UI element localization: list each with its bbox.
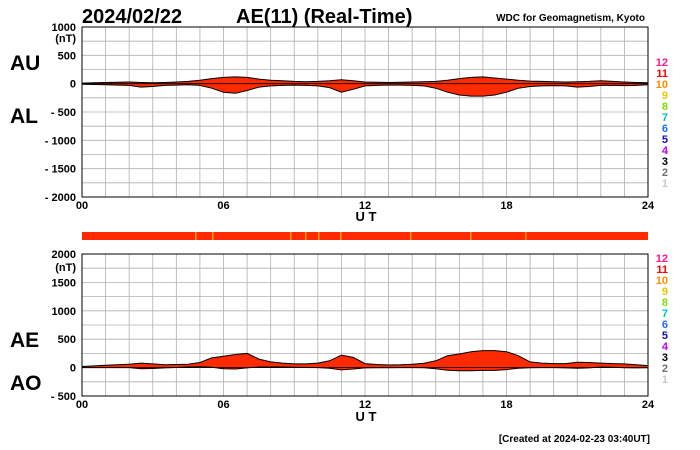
au-al-ytick-label: - 1000 bbox=[45, 135, 76, 147]
ae-ao-x-label: U T bbox=[356, 409, 377, 424]
au-al-ytick-label: 1000 bbox=[52, 22, 76, 34]
station-count-label: 6 bbox=[662, 123, 668, 135]
station-coverage-strip bbox=[82, 232, 648, 240]
au-al-ytick-label: - 2000 bbox=[45, 192, 76, 204]
station-count-label: 1 bbox=[662, 374, 668, 386]
station-count-label: 12 bbox=[656, 253, 668, 265]
al-label: AL bbox=[10, 105, 38, 128]
strip-tick bbox=[318, 232, 320, 240]
au-al-ytick-label: - 500 bbox=[51, 107, 76, 119]
strip-tick bbox=[340, 232, 342, 240]
ae-ao-ytick-label: 0 bbox=[70, 363, 76, 375]
strip-tick bbox=[525, 232, 527, 240]
au-al-area bbox=[81, 76, 649, 97]
station-count-label: 2 bbox=[662, 363, 668, 375]
au-al-series-al-line bbox=[81, 83, 649, 97]
au-al-ytick-label: - 1500 bbox=[45, 164, 76, 176]
au-al-xtick-label: 00 bbox=[76, 200, 88, 212]
ae-label: AE bbox=[10, 329, 39, 352]
station-count-label: 8 bbox=[662, 101, 668, 113]
au-al-ytick-label: 500 bbox=[58, 50, 76, 62]
au-al-xtick-label: 12 bbox=[359, 200, 371, 212]
station-count-label: 6 bbox=[662, 319, 668, 331]
au-al-series-au-line bbox=[81, 76, 649, 84]
station-count-label: 9 bbox=[662, 90, 668, 102]
au-al-xtick-label: 24 bbox=[642, 200, 655, 212]
ao-label: AO bbox=[10, 372, 42, 395]
strip-tick bbox=[470, 232, 472, 240]
station-count-label: 10 bbox=[656, 79, 668, 91]
au-al-fill-area bbox=[82, 76, 648, 97]
station-count-label: 5 bbox=[662, 134, 668, 146]
date-title: 2024/02/22 bbox=[82, 6, 182, 28]
au-al-frame bbox=[81, 26, 649, 198]
ae-ao-series-ae-line bbox=[81, 350, 649, 367]
station-count-label: 8 bbox=[662, 297, 668, 309]
au-al-grid bbox=[81, 26, 649, 198]
strip-tick bbox=[410, 232, 412, 240]
ae-ao-ytick-label: 1000 bbox=[52, 306, 76, 318]
station-count-label: 11 bbox=[656, 68, 668, 80]
ae-ao-ytick-label: 2000 bbox=[52, 249, 76, 261]
ae-ao-unit-label: (nT) bbox=[55, 262, 76, 274]
ae-ao-xtick-label: 24 bbox=[642, 399, 655, 411]
ae-ao-xtick-label: 18 bbox=[500, 399, 512, 411]
ae-ao-xtick-label: 06 bbox=[217, 399, 229, 411]
au-al-xtick-label: 06 bbox=[217, 200, 229, 212]
station-count-label: 3 bbox=[662, 352, 668, 364]
ae-ao-xtick-label: 12 bbox=[359, 399, 371, 411]
ae-ao-ytick-label: 1500 bbox=[52, 277, 76, 289]
strip-tick bbox=[290, 232, 292, 240]
station-count-label: 1 bbox=[662, 178, 668, 190]
station-count-label: 7 bbox=[662, 112, 668, 124]
station-count-label: 3 bbox=[662, 156, 668, 168]
au-label: AU bbox=[10, 52, 40, 75]
strip-tick bbox=[212, 232, 214, 240]
station-count-label: 5 bbox=[662, 330, 668, 342]
au-al-x-label: U T bbox=[356, 209, 377, 224]
station-count-label: 10 bbox=[656, 275, 668, 287]
strip-tick bbox=[305, 232, 307, 240]
station-count-label: 11 bbox=[656, 264, 668, 276]
ae-ao-ytick-label: 500 bbox=[58, 334, 76, 346]
station-count-label: 9 bbox=[662, 286, 668, 298]
au-al-xtick-label: 18 bbox=[500, 200, 512, 212]
station-count-label: 4 bbox=[662, 341, 669, 353]
ae-ao-ytick-label: - 500 bbox=[51, 391, 76, 403]
ae-ao-frame bbox=[81, 253, 649, 397]
ae-ao-xtick-label: 00 bbox=[76, 399, 88, 411]
ae-ao-fill-area bbox=[82, 350, 648, 371]
station-count-label: 7 bbox=[662, 308, 668, 320]
au-al-unit-label: (nT) bbox=[55, 33, 76, 45]
strip-bar bbox=[82, 232, 648, 240]
station-count-label: 2 bbox=[662, 167, 668, 179]
source-label: WDC for Geomagnetism, Kyoto bbox=[496, 13, 645, 24]
index-title: AE(11) (Real-Time) bbox=[236, 6, 412, 28]
station-count-label: 12 bbox=[656, 57, 668, 69]
ae-ao-area bbox=[81, 350, 649, 372]
strip-tick bbox=[195, 232, 197, 240]
station-count-label: 4 bbox=[662, 145, 669, 157]
au-al-ytick-label: 0 bbox=[70, 79, 76, 91]
created-timestamp: [Created at 2024-02-23 03:40UT] bbox=[499, 434, 650, 445]
ae-ao-grid bbox=[81, 253, 649, 397]
